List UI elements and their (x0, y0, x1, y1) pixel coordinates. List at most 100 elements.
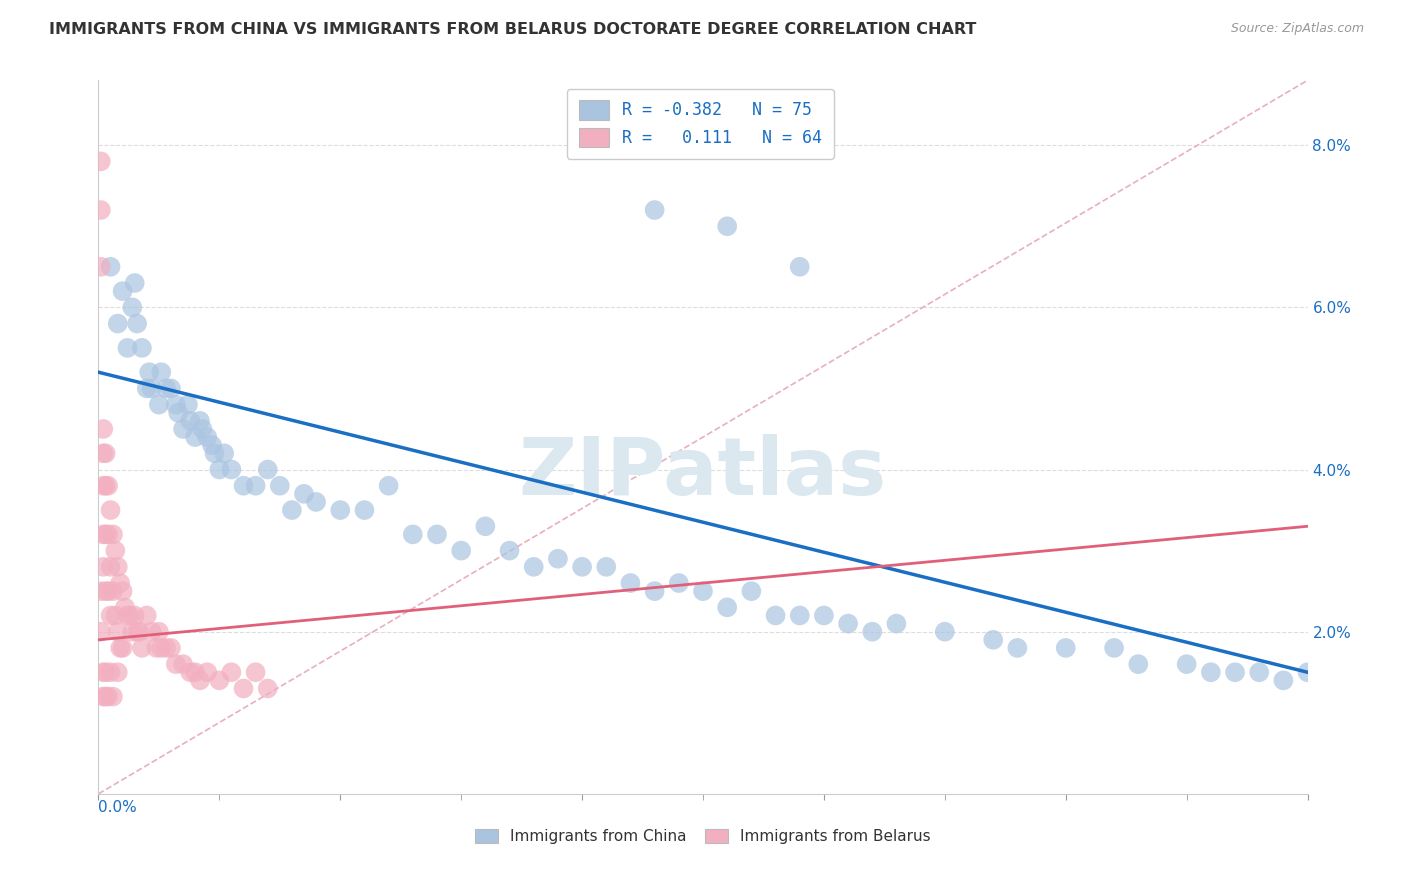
Point (90, 584, 112, 599)
Point (124, 608, 146, 623)
Point (195, 665, 218, 680)
Point (1272, 673, 1295, 688)
Point (269, 479, 291, 493)
Point (165, 657, 187, 672)
Point (114, 600, 136, 615)
Text: ZIPatlas: ZIPatlas (519, 434, 887, 512)
Point (1223, 665, 1246, 680)
Point (91, 665, 114, 680)
Point (100, 503, 122, 517)
Point (107, 559, 129, 574)
Point (108, 640, 131, 655)
Point (91, 690, 114, 704)
Point (256, 681, 278, 696)
Point (90, 260, 112, 274)
Point (135, 608, 157, 623)
Point (195, 430, 218, 444)
Point (172, 422, 194, 436)
Point (165, 398, 187, 412)
Point (104, 608, 127, 623)
Point (692, 584, 714, 599)
Point (221, 462, 243, 476)
Point (111, 584, 134, 599)
Text: IMMIGRANTS FROM CHINA VS IMMIGRANTS FROM BELARUS DOCTORATE DEGREE CORRELATION CH: IMMIGRANTS FROM CHINA VS IMMIGRANTS FROM… (49, 22, 977, 37)
Point (100, 608, 122, 623)
Legend: Immigrants from China, Immigrants from Belarus: Immigrants from China, Immigrants from B… (470, 823, 936, 850)
Point (245, 665, 267, 680)
Point (221, 665, 243, 680)
Point (128, 624, 150, 639)
Point (377, 479, 399, 493)
Point (256, 462, 278, 476)
Point (813, 608, 835, 623)
Point (1054, 640, 1077, 655)
Point (204, 446, 226, 460)
Point (107, 624, 129, 639)
Point (124, 276, 146, 290)
Point (177, 398, 200, 412)
Point (111, 284, 134, 298)
Point (668, 576, 690, 591)
Point (90, 154, 112, 169)
Point (155, 640, 177, 655)
Point (188, 414, 211, 428)
Point (100, 559, 122, 574)
Point (91, 479, 114, 493)
Point (97, 527, 120, 541)
Point (94, 690, 117, 704)
Point (141, 381, 163, 395)
Point (148, 398, 170, 412)
Point (402, 527, 425, 541)
Point (172, 657, 194, 672)
Point (101, 690, 124, 704)
Point (179, 665, 201, 680)
Point (91, 527, 114, 541)
Point (184, 430, 207, 444)
Point (644, 202, 666, 217)
Point (765, 608, 787, 623)
Point (150, 640, 173, 655)
Point (167, 406, 190, 420)
Point (1199, 665, 1222, 680)
Point (716, 600, 738, 615)
Point (1296, 665, 1319, 680)
Point (1102, 640, 1125, 655)
Point (619, 576, 641, 591)
Point (94, 479, 117, 493)
Point (138, 365, 160, 379)
Point (716, 219, 738, 234)
Point (141, 624, 163, 639)
Point (934, 624, 956, 639)
Point (305, 495, 328, 509)
Point (353, 503, 375, 517)
Point (740, 584, 762, 599)
Point (474, 519, 496, 533)
Point (94, 446, 117, 460)
Point (498, 543, 520, 558)
Text: Source: ZipAtlas.com: Source: ZipAtlas.com (1230, 22, 1364, 36)
Point (184, 665, 207, 680)
Point (789, 608, 811, 623)
Point (121, 624, 143, 639)
Point (523, 559, 546, 574)
Point (94, 527, 117, 541)
Point (148, 624, 170, 639)
Point (90, 624, 112, 639)
Point (127, 624, 149, 639)
Point (117, 608, 139, 623)
Point (145, 640, 167, 655)
Point (860, 624, 883, 639)
Point (450, 543, 472, 558)
Point (547, 551, 569, 566)
Point (100, 665, 122, 680)
Point (131, 341, 153, 355)
Point (188, 673, 211, 688)
Point (90, 202, 112, 217)
Point (160, 381, 183, 395)
Point (121, 301, 143, 315)
Point (91, 559, 114, 574)
Text: 0.0%: 0.0% (98, 799, 138, 814)
Point (1007, 640, 1029, 655)
Point (127, 317, 149, 331)
Point (329, 503, 352, 517)
